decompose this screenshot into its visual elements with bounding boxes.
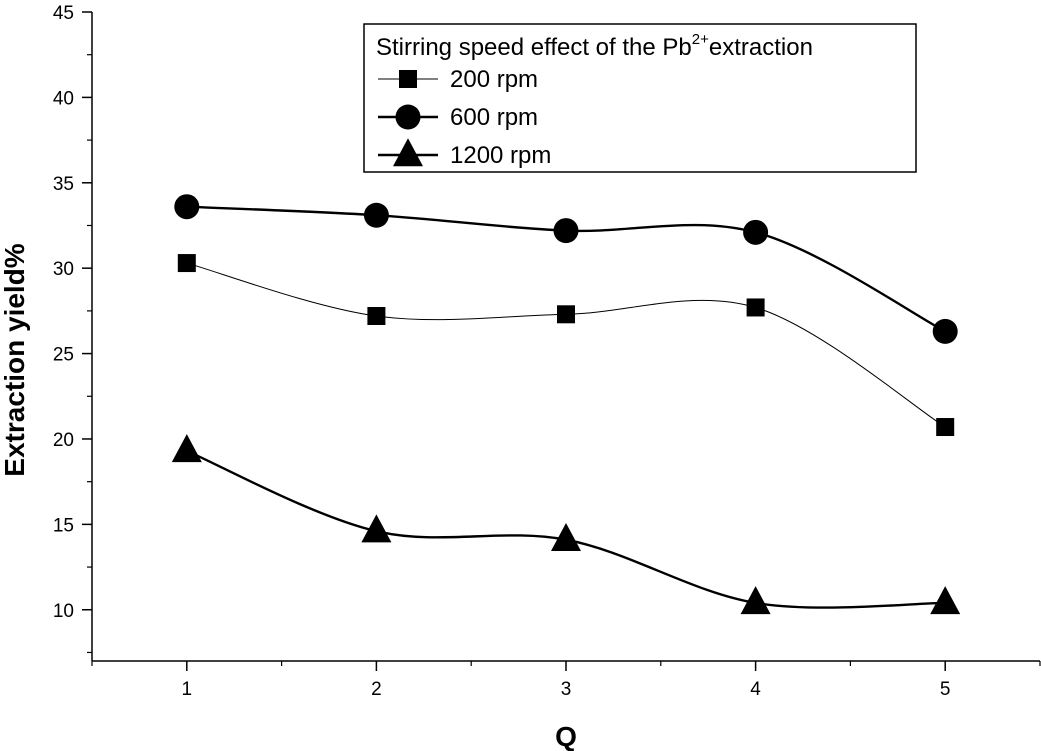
y-tick-label: 30 xyxy=(53,259,74,280)
data-point-square xyxy=(557,305,575,324)
y-tick-label: 35 xyxy=(53,174,74,195)
x-axis-title: Q xyxy=(555,721,577,751)
legend-entry: 600 rpm xyxy=(378,104,538,131)
x-tick-label: 2 xyxy=(371,679,382,700)
x-tick-label: 1 xyxy=(182,679,193,700)
legend-entries: 200 rpm 600 rpm 1200 rpm xyxy=(378,66,551,169)
legend-label: 600 rpm xyxy=(450,104,538,131)
y-ticks: 10 15 20 25 30 35 40 45 xyxy=(53,3,92,654)
data-point-triangle xyxy=(361,514,392,543)
legend-marker-square xyxy=(399,70,417,88)
data-point-circle xyxy=(932,318,958,344)
y-tick-label: 45 xyxy=(53,3,74,24)
x-ticks: 1 2 3 4 5 xyxy=(91,661,1041,700)
data-point-circle xyxy=(553,218,579,244)
legend-box xyxy=(363,23,917,173)
legend-title-superscript: 2+ xyxy=(692,31,709,48)
y-tick-label: 40 xyxy=(53,88,74,109)
series-layer xyxy=(171,194,961,615)
series-square xyxy=(177,254,955,437)
data-point-square xyxy=(936,418,955,437)
y-axis-title: Extraction yield% xyxy=(0,243,30,477)
data-point-circle xyxy=(174,194,200,220)
data-point-circle xyxy=(363,202,389,228)
legend-label: 200 rpm xyxy=(450,66,538,93)
legend-marker-circle xyxy=(395,104,421,130)
legend-entry: 200 rpm xyxy=(378,66,538,93)
data-point-triangle xyxy=(740,586,771,615)
legend-entry: 1200 rpm xyxy=(378,138,551,169)
series-line xyxy=(186,262,946,428)
legend-label: 1200 rpm xyxy=(450,142,551,169)
x-tick-label: 4 xyxy=(750,679,761,700)
y-tick-label: 15 xyxy=(53,515,74,536)
y-tick-label: 25 xyxy=(53,345,74,366)
data-point-square xyxy=(367,307,386,326)
data-point-square xyxy=(746,298,765,317)
data-point-triangle xyxy=(551,522,581,551)
series-triangle xyxy=(171,434,961,615)
data-point-square xyxy=(177,254,196,273)
data-point-circle xyxy=(743,219,769,245)
data-point-triangle xyxy=(171,434,202,463)
series-circle xyxy=(174,194,958,344)
legend: Stirring speed effect of the Pb2+extract… xyxy=(363,23,917,173)
x-tick-label: 3 xyxy=(561,679,572,700)
y-tick-label: 20 xyxy=(53,430,74,451)
legend-title: Stirring speed effect of the Pb2+extract… xyxy=(376,31,813,61)
y-tick-label: 10 xyxy=(53,601,74,622)
legend-title-prefix: Stirring speed effect of the Pb xyxy=(376,34,692,61)
x-tick-label: 5 xyxy=(940,679,951,700)
legend-title-suffix: extraction xyxy=(709,34,813,61)
legend-marker-triangle xyxy=(393,138,423,167)
data-point-triangle xyxy=(930,586,961,615)
